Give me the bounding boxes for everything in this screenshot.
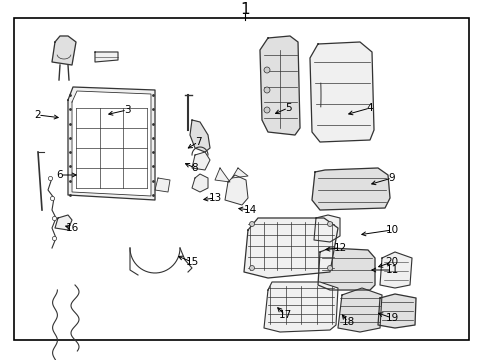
Text: 9: 9 bbox=[388, 173, 394, 183]
Text: 10: 10 bbox=[385, 225, 398, 235]
Bar bbox=[14, 18, 468, 340]
Polygon shape bbox=[317, 248, 374, 290]
Text: 4: 4 bbox=[366, 103, 372, 113]
Polygon shape bbox=[379, 252, 411, 288]
Text: 7: 7 bbox=[194, 137, 201, 147]
Text: 1: 1 bbox=[240, 3, 249, 18]
Polygon shape bbox=[224, 175, 247, 205]
Polygon shape bbox=[72, 91, 151, 196]
Polygon shape bbox=[260, 36, 299, 135]
Text: 18: 18 bbox=[341, 317, 354, 327]
Text: 16: 16 bbox=[65, 223, 79, 233]
Polygon shape bbox=[190, 120, 209, 152]
Polygon shape bbox=[264, 282, 337, 332]
Text: 19: 19 bbox=[385, 313, 398, 323]
Polygon shape bbox=[55, 215, 72, 230]
Text: 6: 6 bbox=[57, 170, 63, 180]
Polygon shape bbox=[313, 215, 339, 242]
Circle shape bbox=[327, 266, 332, 270]
Polygon shape bbox=[192, 152, 209, 170]
Polygon shape bbox=[377, 294, 415, 328]
Polygon shape bbox=[68, 87, 155, 200]
Circle shape bbox=[327, 221, 332, 226]
Text: 13: 13 bbox=[208, 193, 221, 203]
Text: 11: 11 bbox=[385, 265, 398, 275]
Polygon shape bbox=[215, 168, 229, 182]
Text: 3: 3 bbox=[123, 105, 130, 115]
Circle shape bbox=[264, 107, 269, 113]
Polygon shape bbox=[311, 168, 389, 210]
Polygon shape bbox=[337, 288, 381, 332]
Polygon shape bbox=[231, 168, 247, 178]
Text: 15: 15 bbox=[185, 257, 198, 267]
Polygon shape bbox=[52, 36, 76, 65]
Text: 12: 12 bbox=[333, 243, 346, 253]
Polygon shape bbox=[192, 174, 207, 192]
Circle shape bbox=[249, 221, 254, 226]
Text: 5: 5 bbox=[284, 103, 291, 113]
Text: 14: 14 bbox=[243, 205, 256, 215]
Text: 2: 2 bbox=[35, 110, 41, 120]
Circle shape bbox=[249, 266, 254, 270]
Polygon shape bbox=[95, 52, 118, 62]
Polygon shape bbox=[309, 42, 373, 142]
Text: 17: 17 bbox=[278, 310, 291, 320]
Polygon shape bbox=[244, 218, 337, 278]
Polygon shape bbox=[155, 178, 170, 192]
Text: 8: 8 bbox=[191, 163, 198, 173]
Circle shape bbox=[264, 67, 269, 73]
Circle shape bbox=[264, 87, 269, 93]
Text: 20: 20 bbox=[385, 257, 398, 267]
